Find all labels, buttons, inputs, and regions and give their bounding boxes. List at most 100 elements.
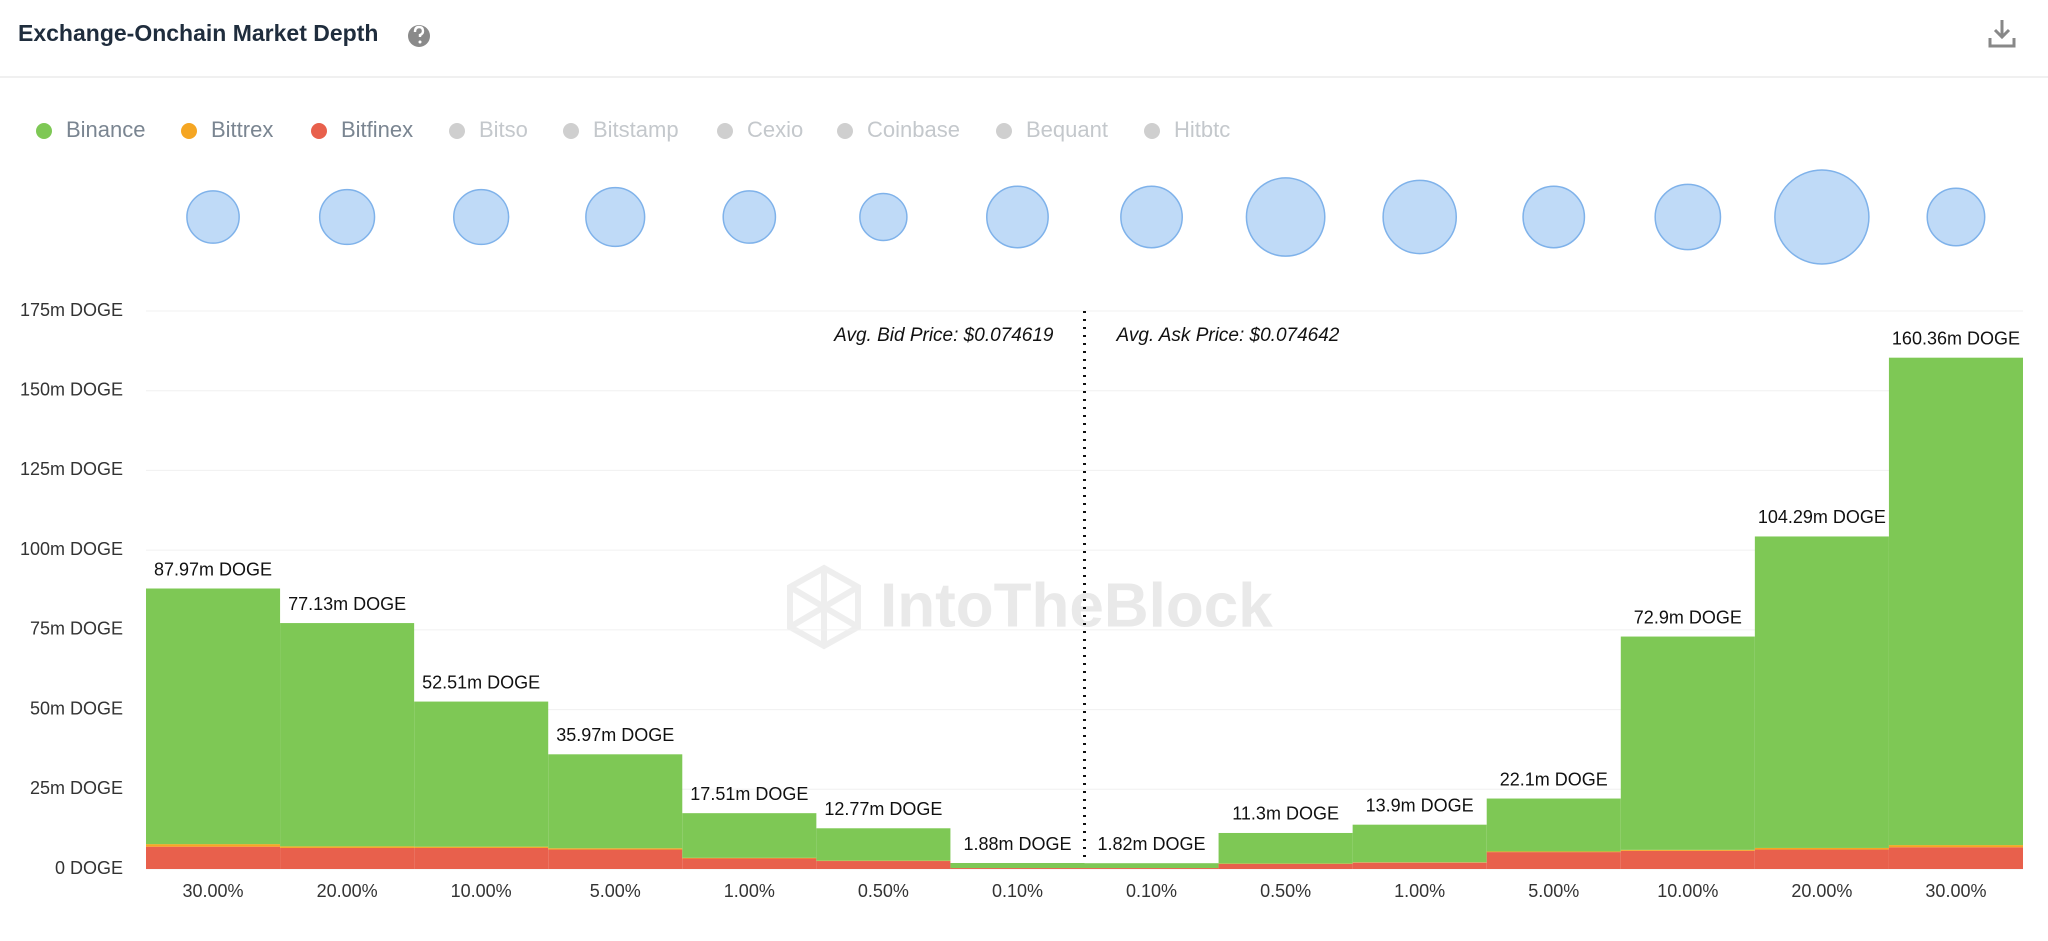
x-tick-label: 30.00% bbox=[183, 881, 244, 901]
x-tick-label: 30.00% bbox=[1925, 881, 1986, 901]
bar-segment bbox=[816, 861, 951, 869]
download-icon[interactable] bbox=[1988, 20, 2016, 48]
x-tick-label: 0.10% bbox=[1126, 881, 1177, 901]
total-label: 104.29m DOGE bbox=[1758, 507, 1886, 527]
legend-swatch bbox=[36, 123, 52, 139]
legend-label: Bittrex bbox=[211, 117, 273, 142]
legend-swatch-inactive bbox=[717, 123, 733, 139]
legend-label-inactive: Coinbase bbox=[867, 117, 960, 142]
total-label: 17.51m DOGE bbox=[690, 784, 808, 804]
bar-segment bbox=[548, 848, 683, 850]
bubble bbox=[1245, 177, 1326, 257]
x-tick-label: 1.00% bbox=[724, 881, 775, 901]
legend-swatch-inactive bbox=[563, 123, 579, 139]
bar-segment bbox=[146, 588, 281, 845]
bar-segment bbox=[1754, 849, 1889, 869]
x-tick-label: 5.00% bbox=[1528, 881, 1579, 901]
y-tick-label: 50m DOGE bbox=[30, 698, 123, 718]
help-glyph bbox=[413, 25, 425, 37]
legend-label: Binance bbox=[66, 117, 146, 142]
bar-segment bbox=[1888, 847, 2023, 869]
bubble bbox=[1382, 179, 1457, 255]
bar-segment bbox=[548, 754, 683, 849]
annotation-ask: Avg. Ask Price: $0.074642 bbox=[1116, 325, 1340, 346]
bar-segment bbox=[1218, 832, 1353, 864]
x-tick-label: 10.00% bbox=[1657, 881, 1718, 901]
help-icon[interactable] bbox=[408, 25, 430, 47]
bar-segment bbox=[1754, 536, 1889, 848]
y-tick-label: 125m DOGE bbox=[20, 459, 123, 479]
x-tick-label: 0.10% bbox=[992, 881, 1043, 901]
bar-segment bbox=[1352, 862, 1487, 869]
total-label: 13.9m DOGE bbox=[1366, 795, 1474, 815]
bar-segment bbox=[414, 846, 549, 848]
bar-segment bbox=[1620, 850, 1755, 869]
x-tick-label: 0.50% bbox=[858, 881, 909, 901]
bar-segment bbox=[1486, 852, 1621, 869]
bar-segment bbox=[1486, 798, 1621, 852]
legend-swatch-inactive bbox=[1144, 123, 1160, 139]
total-label: 35.97m DOGE bbox=[556, 725, 674, 745]
legend-swatch-inactive bbox=[837, 123, 853, 139]
total-label: 77.13m DOGE bbox=[288, 594, 406, 614]
bar-segment bbox=[950, 868, 1085, 869]
bar-segment bbox=[146, 846, 281, 869]
total-label: 160.36m DOGE bbox=[1892, 328, 2020, 348]
legend-label-inactive: Bitso bbox=[479, 117, 528, 142]
bar-segment bbox=[1754, 847, 1889, 850]
bubble bbox=[453, 188, 510, 246]
x-tick-label: 5.00% bbox=[590, 881, 641, 901]
bubble bbox=[859, 192, 908, 242]
total-label: 72.9m DOGE bbox=[1634, 607, 1742, 627]
legend-swatch-inactive bbox=[996, 123, 1012, 139]
y-tick-label: 100m DOGE bbox=[20, 539, 123, 559]
bar-segment bbox=[816, 828, 951, 861]
bubble bbox=[186, 190, 240, 244]
legend-swatch bbox=[311, 123, 327, 139]
total-label: 87.97m DOGE bbox=[154, 559, 272, 579]
bar-segment bbox=[1084, 863, 1219, 869]
download-tray bbox=[1988, 38, 2016, 48]
bar-segment bbox=[950, 863, 1085, 869]
x-tick-label: 20.00% bbox=[1791, 881, 1852, 901]
annotation-bid: Avg. Bid Price: $0.074619 bbox=[833, 325, 1054, 346]
chart-title: Exchange-Onchain Market Depth bbox=[18, 20, 378, 46]
bubble bbox=[1522, 185, 1586, 249]
legend-label-inactive: Bitstamp bbox=[593, 117, 679, 142]
y-tick-label: 150m DOGE bbox=[20, 379, 123, 399]
x-tick-label: 10.00% bbox=[451, 881, 512, 901]
bar-segment bbox=[1888, 845, 2023, 848]
bar-segment bbox=[548, 849, 683, 869]
bubble bbox=[1774, 169, 1870, 265]
bubble bbox=[585, 186, 646, 248]
bar-segment bbox=[280, 846, 415, 848]
y-tick-label: 75m DOGE bbox=[30, 619, 123, 639]
bar-segment bbox=[1888, 357, 2023, 846]
watermark: IntoTheBlock bbox=[880, 571, 1273, 640]
legend-label-inactive: Hitbtc bbox=[1174, 117, 1230, 142]
legend-label-inactive: Cexio bbox=[747, 117, 803, 142]
bar-segment bbox=[682, 813, 817, 858]
bar-segment bbox=[1352, 824, 1487, 863]
total-label: 22.1m DOGE bbox=[1500, 769, 1608, 789]
watermark-logo bbox=[787, 564, 861, 650]
total-label: 12.77m DOGE bbox=[824, 799, 942, 819]
legend-label-inactive: Bequant bbox=[1026, 117, 1108, 142]
bubble bbox=[1120, 185, 1183, 249]
download-arrow bbox=[1993, 20, 2011, 40]
bubble bbox=[722, 190, 777, 244]
bubble bbox=[1654, 183, 1722, 251]
y-tick-label: 0 DOGE bbox=[55, 858, 123, 878]
bubble bbox=[986, 185, 1049, 249]
x-tick-label: 0.50% bbox=[1260, 881, 1311, 901]
x-tick-label: 20.00% bbox=[317, 881, 378, 901]
y-tick-label: 25m DOGE bbox=[30, 778, 123, 798]
bubble bbox=[1926, 187, 1986, 247]
bar-segment bbox=[682, 857, 817, 859]
bar-segment bbox=[1486, 851, 1621, 853]
bar-segment bbox=[280, 623, 415, 847]
bar-segment bbox=[414, 701, 549, 847]
bar-segment bbox=[414, 847, 549, 869]
total-label: 11.3m DOGE bbox=[1232, 804, 1339, 824]
